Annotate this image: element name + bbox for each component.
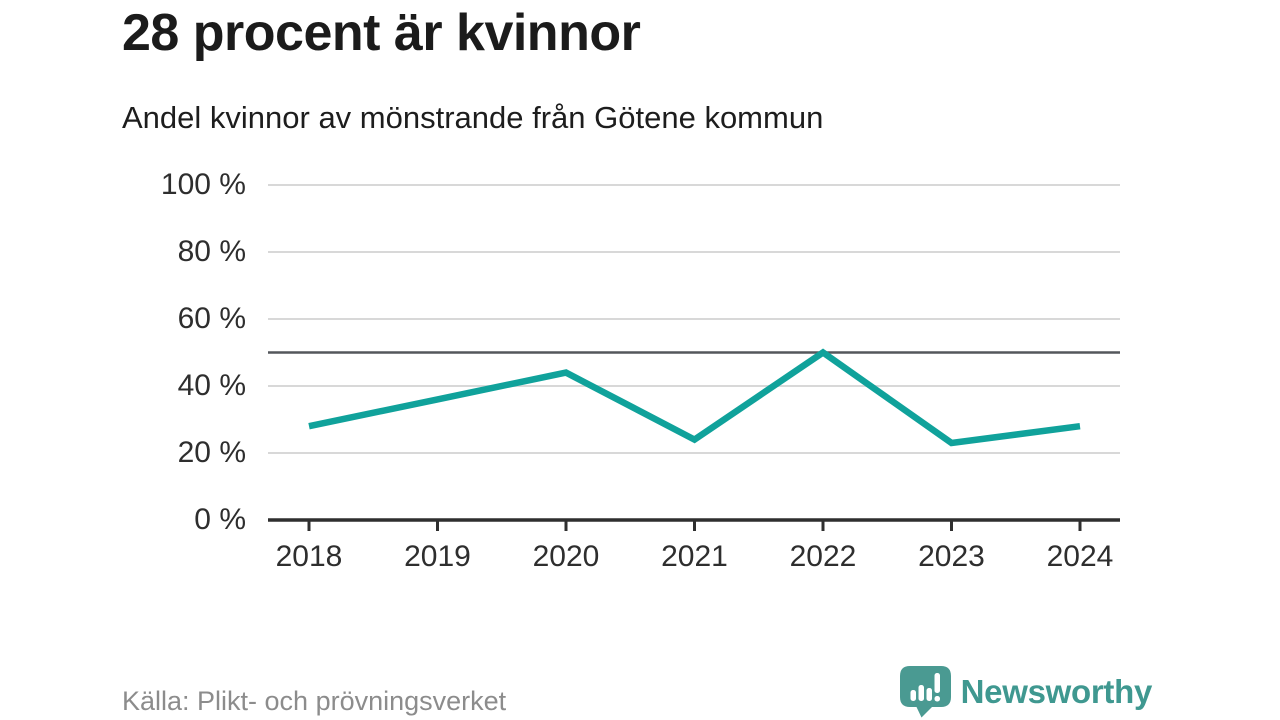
x-axis-tick-label: 2021	[661, 540, 728, 573]
y-axis-tick-label: 0 %	[194, 503, 246, 536]
newsworthy-logo: Newsworthy	[899, 665, 1152, 718]
y-axis-tick-label: 60 %	[177, 302, 246, 335]
x-axis-tick-label: 2019	[404, 540, 471, 573]
x-axis-tick-label: 2018	[275, 540, 343, 573]
y-axis-tick-label: 80 %	[177, 235, 246, 268]
chart-subtitle: Andel kvinnor av mönstrande från Götene …	[122, 100, 824, 135]
x-axis-tick-label: 2023	[918, 540, 985, 573]
y-axis-tick-label: 20 %	[177, 436, 246, 469]
source-attribution: Källa: Plikt- och prövningsverket	[122, 686, 507, 716]
y-axis-tick-label: 40 %	[177, 369, 246, 402]
x-axis-tick-label: 2020	[532, 540, 600, 573]
newsworthy-logo-icon	[899, 666, 951, 718]
x-axis-tick-label: 2024	[1046, 540, 1114, 573]
page-title: 28 procent är kvinnor	[122, 4, 641, 62]
x-axis-tick-label: 2022	[789, 540, 857, 573]
newsworthy-wordmark: Newsworthy	[960, 672, 1153, 710]
y-axis-tick-label: 100 %	[160, 168, 246, 201]
